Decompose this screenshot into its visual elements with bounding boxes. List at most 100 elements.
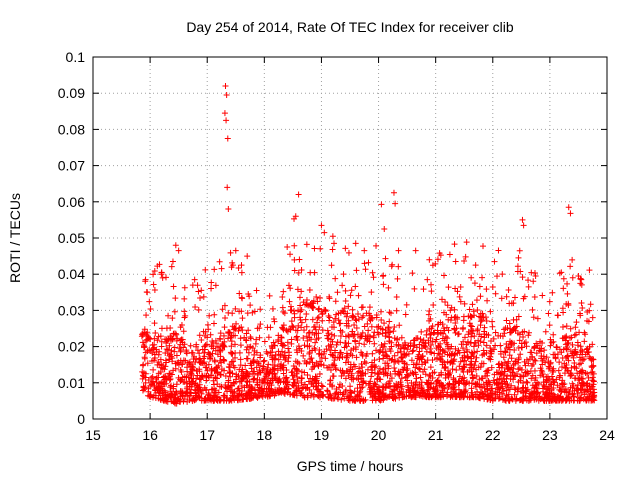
data-point (306, 358, 313, 365)
data-point (345, 303, 352, 310)
data-point (318, 382, 325, 389)
data-point (564, 367, 571, 374)
data-point (453, 367, 460, 374)
data-point (205, 392, 212, 399)
data-point (564, 290, 571, 297)
data-point (489, 390, 496, 397)
data-point (342, 388, 349, 395)
data-point (568, 364, 575, 371)
data-point (586, 383, 593, 390)
data-point (332, 298, 339, 305)
data-point (531, 269, 538, 276)
data-point (478, 360, 485, 367)
data-point (447, 392, 454, 399)
data-point (501, 368, 508, 375)
data-point (397, 390, 404, 397)
data-point (578, 300, 585, 307)
data-point (272, 351, 279, 358)
data-point (428, 281, 435, 288)
data-point (523, 343, 530, 350)
data-point (202, 342, 209, 349)
data-point (359, 304, 366, 311)
data-point (456, 293, 463, 300)
data-point (283, 374, 290, 381)
data-point (171, 398, 178, 405)
data-point (534, 315, 541, 322)
data-point (189, 381, 196, 388)
data-point (223, 92, 230, 99)
data-point (298, 324, 305, 331)
data-point (584, 370, 591, 377)
data-point (398, 355, 405, 362)
data-point (521, 340, 528, 347)
data-point (300, 335, 307, 342)
data-point (367, 378, 374, 385)
data-point (410, 342, 417, 349)
data-point (590, 362, 597, 369)
data-point (378, 317, 385, 324)
data-point (140, 361, 147, 368)
data-point (237, 335, 244, 342)
data-point (500, 376, 507, 383)
data-point (186, 372, 193, 379)
data-point (236, 290, 243, 297)
data-point (386, 309, 393, 316)
data-point (296, 256, 303, 263)
axis-ticks: 15 16 17 18 19 20 21 22 23 24 0 0.01 0.02 0.03 0.04 0.0… (58, 49, 615, 443)
data-point (242, 392, 249, 399)
data-point (192, 304, 199, 311)
data-point (294, 349, 301, 356)
data-point (493, 380, 500, 387)
data-point (557, 394, 564, 401)
data-point (426, 256, 433, 263)
data-point (191, 276, 198, 283)
data-point (581, 338, 588, 345)
data-point (222, 315, 229, 322)
data-point (331, 362, 338, 369)
data-point (560, 275, 567, 282)
data-point (179, 361, 186, 368)
data-point (173, 381, 180, 388)
data-point (527, 390, 534, 397)
data-point (317, 295, 324, 302)
data-point (375, 331, 382, 338)
data-point (435, 377, 442, 384)
data-point (343, 313, 350, 320)
data-point (440, 348, 447, 355)
data-point (455, 391, 462, 398)
data-point (280, 322, 287, 329)
data-point (520, 295, 527, 302)
data-point (448, 314, 455, 321)
data-point (579, 305, 586, 312)
data-point (547, 381, 554, 388)
data-point (451, 306, 458, 313)
data-point (225, 363, 232, 370)
data-point (551, 351, 558, 358)
data-point (531, 294, 538, 301)
data-point (203, 364, 210, 371)
data-point (342, 340, 349, 347)
data-point (339, 282, 346, 289)
data-point (332, 390, 339, 397)
data-point (355, 311, 362, 318)
data-point (360, 377, 367, 384)
data-point (398, 375, 405, 382)
data-point (175, 247, 182, 254)
data-point (537, 365, 544, 372)
data-point (355, 292, 362, 299)
data-point (319, 383, 326, 390)
data-point (282, 355, 289, 362)
data-point (238, 308, 245, 315)
data-point (427, 315, 434, 322)
data-point (433, 383, 440, 390)
data-point (319, 317, 326, 324)
data-point (290, 376, 297, 383)
data-point (301, 357, 308, 364)
data-point (204, 367, 211, 374)
data-point (460, 345, 467, 352)
data-point (474, 388, 481, 395)
data-point (487, 356, 494, 363)
data-point (511, 360, 518, 367)
data-point (368, 323, 375, 330)
data-point (507, 375, 514, 382)
